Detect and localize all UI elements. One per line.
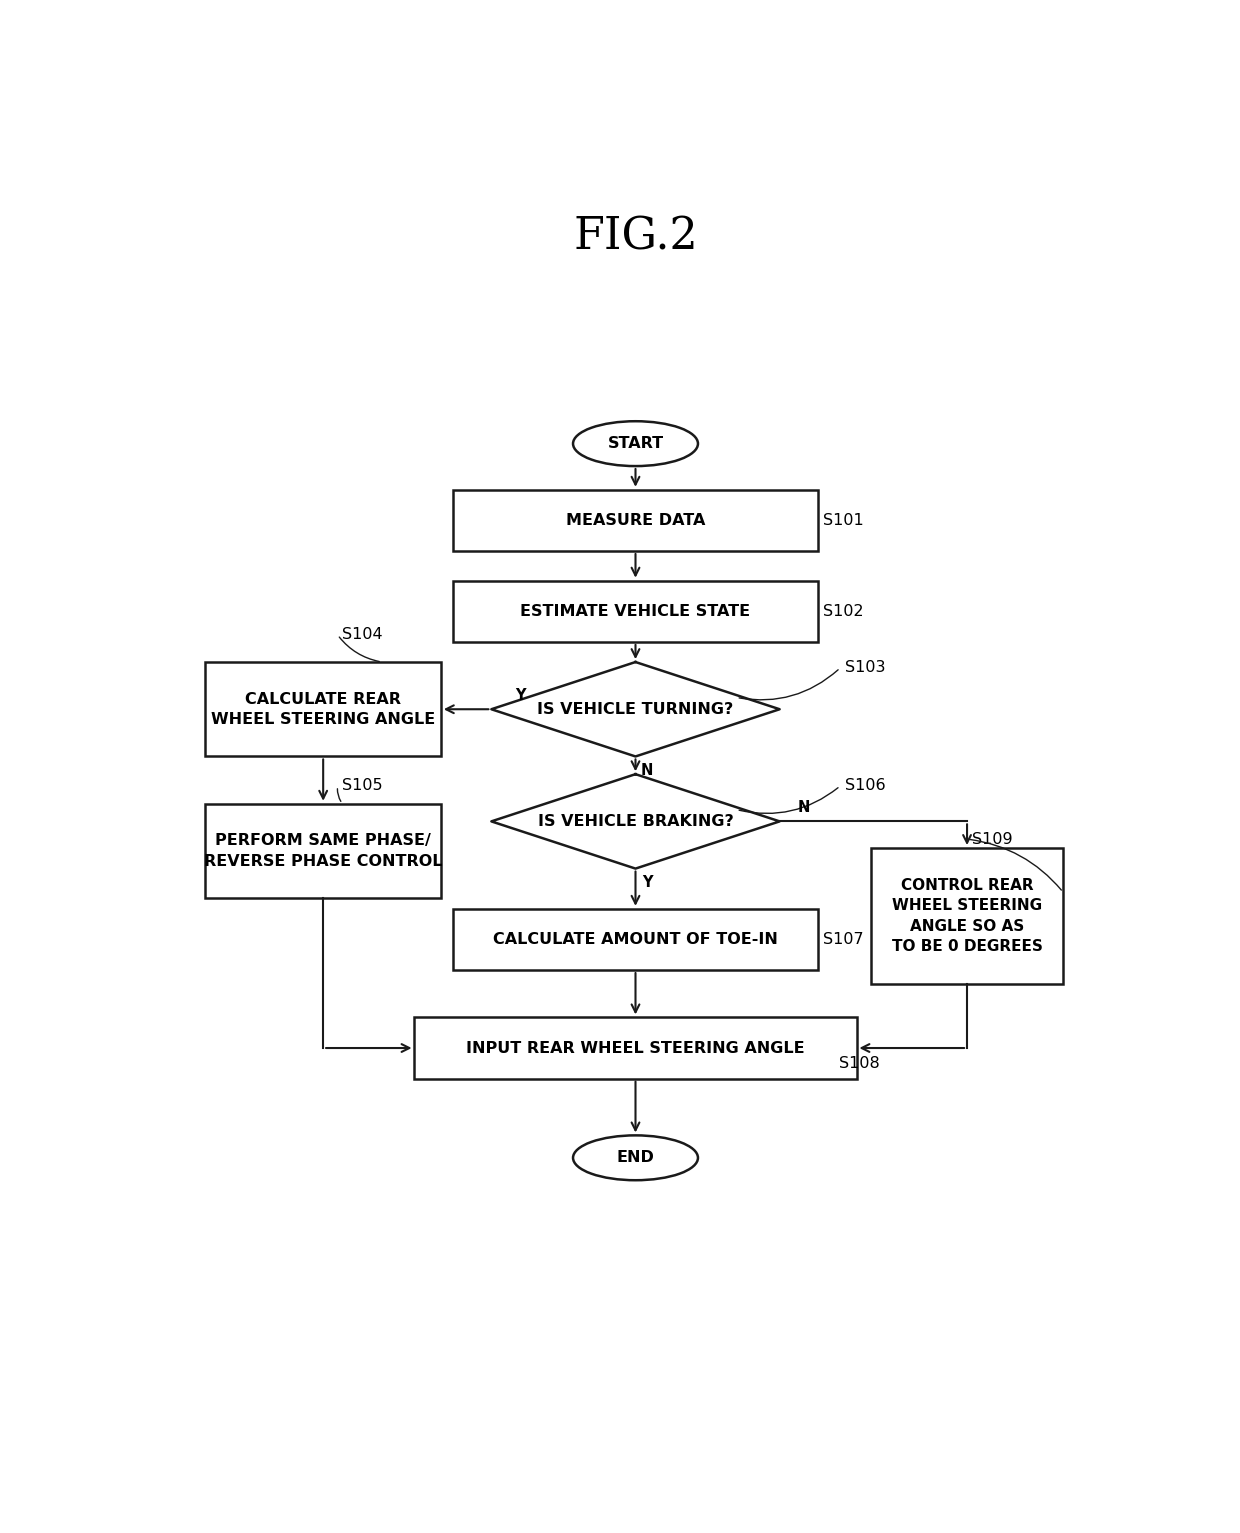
Text: CALCULATE REAR
WHEEL STEERING ANGLE: CALCULATE REAR WHEEL STEERING ANGLE	[211, 691, 435, 727]
Text: PERFORM SAME PHASE/
REVERSE PHASE CONTROL: PERFORM SAME PHASE/ REVERSE PHASE CONTRO…	[203, 834, 443, 869]
Text: MEASURE DATA: MEASURE DATA	[565, 514, 706, 527]
Text: ESTIMATE VEHICLE STATE: ESTIMATE VEHICLE STATE	[521, 604, 750, 619]
Text: START: START	[608, 437, 663, 451]
Text: S108: S108	[839, 1056, 880, 1072]
Text: S101: S101	[823, 514, 863, 527]
Text: Y: Y	[515, 688, 526, 702]
Text: INPUT REAR WHEEL STEERING ANGLE: INPUT REAR WHEEL STEERING ANGLE	[466, 1041, 805, 1056]
Text: CALCULATE AMOUNT OF TOE-IN: CALCULATE AMOUNT OF TOE-IN	[494, 932, 777, 947]
Text: N: N	[797, 800, 810, 814]
Text: S109: S109	[972, 831, 1013, 846]
Ellipse shape	[573, 1136, 698, 1180]
FancyBboxPatch shape	[206, 662, 441, 756]
Text: END: END	[616, 1150, 655, 1165]
Text: IS VEHICLE TURNING?: IS VEHICLE TURNING?	[537, 702, 734, 717]
Text: IS VEHICLE BRAKING?: IS VEHICLE BRAKING?	[538, 814, 733, 829]
Polygon shape	[491, 774, 780, 869]
Ellipse shape	[573, 422, 698, 466]
FancyBboxPatch shape	[206, 803, 441, 898]
Text: S102: S102	[823, 604, 863, 619]
FancyBboxPatch shape	[870, 848, 1063, 984]
FancyBboxPatch shape	[414, 1018, 857, 1079]
Text: S104: S104	[342, 627, 383, 642]
Text: S103: S103	[844, 661, 885, 676]
Text: FIG.2: FIG.2	[573, 216, 698, 259]
FancyBboxPatch shape	[453, 489, 818, 550]
Text: S105: S105	[342, 779, 383, 794]
FancyBboxPatch shape	[453, 909, 818, 970]
Text: S107: S107	[823, 932, 863, 947]
Text: N: N	[641, 763, 653, 779]
Text: CONTROL REAR
WHEEL STEERING
ANGLE SO AS
TO BE 0 DEGREES: CONTROL REAR WHEEL STEERING ANGLE SO AS …	[892, 878, 1043, 954]
Polygon shape	[491, 662, 780, 756]
Text: S106: S106	[844, 779, 885, 794]
Text: Y: Y	[642, 875, 652, 891]
FancyBboxPatch shape	[453, 581, 818, 642]
